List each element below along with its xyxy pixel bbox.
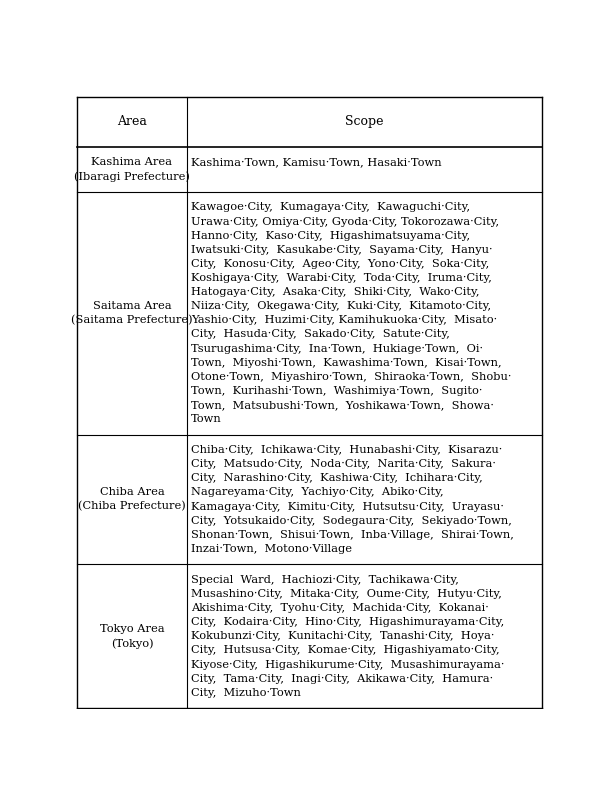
Text: Iwatsuki·City,  Kasukabe·City,  Sayama·City,  Hanyu·: Iwatsuki·City, Kasukabe·City, Sayama·Cit… [191, 245, 493, 255]
Text: (Ibaragi Prefecture): (Ibaragi Prefecture) [74, 171, 190, 182]
Text: Kamagaya·City,  Kimitu·City,  Hutsutsu·City,  Urayasu·: Kamagaya·City, Kimitu·City, Hutsutsu·Cit… [191, 501, 504, 512]
Text: Tsurugashima·City,  Ina·Town,  Hukiage·Town,  Oi·: Tsurugashima·City, Ina·Town, Hukiage·Tow… [191, 344, 483, 354]
Text: Town,  Matsubushi·Town,  Yoshikawa·Town,  Showa·: Town, Matsubushi·Town, Yoshikawa·Town, S… [191, 400, 494, 410]
Text: City,  Konosu·City,  Ageo·City,  Yono·City,  Soka·City,: City, Konosu·City, Ageo·City, Yono·City,… [191, 259, 489, 269]
Text: City,  Matsudo·City,  Noda·City,  Narita·City,  Sakura·: City, Matsudo·City, Noda·City, Narita·Ci… [191, 459, 496, 469]
Text: (Saitama Prefecture): (Saitama Prefecture) [71, 316, 193, 325]
Text: Special  Ward,  Hachiozi·City,  Tachikawa·City,: Special Ward, Hachiozi·City, Tachikawa·C… [191, 575, 459, 585]
Text: Kawagoe·City,  Kumagaya·City,  Kawaguchi·City,: Kawagoe·City, Kumagaya·City, Kawaguchi·C… [191, 202, 471, 213]
Text: Chiba Area: Chiba Area [100, 488, 164, 497]
Text: City,  Tama·City,  Inagi·City,  Akikawa·City,  Hamura·: City, Tama·City, Inagi·City, Akikawa·Cit… [191, 673, 493, 684]
Text: Town,  Miyoshi·Town,  Kawashima·Town,  Kisai·Town,: Town, Miyoshi·Town, Kawashima·Town, Kisa… [191, 358, 502, 367]
Text: Kiyose·City,  Higashikurume·City,  Musashimurayama·: Kiyose·City, Higashikurume·City, Musashi… [191, 659, 505, 669]
Text: Kashima Area: Kashima Area [91, 158, 173, 167]
Text: (Tokyo): (Tokyo) [111, 638, 153, 649]
Text: Musashino·City,  Mitaka·City,  Oume·City,  Hutyu·City,: Musashino·City, Mitaka·City, Oume·City, … [191, 589, 502, 599]
Text: Urawa·City, Omiya·City, Gyoda·City, Tokorozawa·City,: Urawa·City, Omiya·City, Gyoda·City, Toko… [191, 217, 500, 226]
Text: Kashima·Town, Kamisu·Town, Hasaki·Town: Kashima·Town, Kamisu·Town, Hasaki·Town [191, 158, 442, 167]
Text: City,  Hutsusa·City,  Komae·City,  Higashiyamato·City,: City, Hutsusa·City, Komae·City, Higashiy… [191, 646, 500, 655]
Text: Otone·Town,  Miyashiro·Town,  Shiraoka·Town,  Shobu·: Otone·Town, Miyashiro·Town, Shiraoka·Tow… [191, 372, 512, 382]
Text: City,  Kodaira·City,  Hino·City,  Higashimurayama·City,: City, Kodaira·City, Hino·City, Higashimu… [191, 617, 504, 627]
Text: Koshigaya·City,  Warabi·City,  Toda·City,  Iruma·City,: Koshigaya·City, Warabi·City, Toda·City, … [191, 273, 492, 283]
Text: Town,  Kurihashi·Town,  Washimiya·Town,  Sugito·: Town, Kurihashi·Town, Washimiya·Town, Su… [191, 386, 483, 396]
Text: Chiba·City,  Ichikawa·City,  Hunabashi·City,  Kisarazu·: Chiba·City, Ichikawa·City, Hunabashi·Cit… [191, 445, 503, 455]
Text: City,  Yotsukaido·City,  Sodegaura·City,  Sekiyado·Town,: City, Yotsukaido·City, Sodegaura·City, S… [191, 516, 512, 526]
Text: (Chiba Prefecture): (Chiba Prefecture) [78, 501, 186, 512]
Text: Hatogaya·City,  Asaka·City,  Shiki·City,  Wako·City,: Hatogaya·City, Asaka·City, Shiki·City, W… [191, 287, 480, 297]
Text: Tokyo Area: Tokyo Area [100, 624, 164, 634]
Text: City,  Mizuho·Town: City, Mizuho·Town [191, 688, 301, 697]
Text: Scope: Scope [345, 116, 384, 128]
Text: Nagareyama·City,  Yachiyo·City,  Abiko·City,: Nagareyama·City, Yachiyo·City, Abiko·Cit… [191, 488, 444, 497]
Text: Inzai·Town,  Motono·Village: Inzai·Town, Motono·Village [191, 544, 352, 554]
Text: Saitama Area: Saitama Area [92, 301, 172, 312]
Text: Town: Town [191, 414, 222, 424]
Text: Akishima·City,  Tyohu·City,  Machida·City,  Kokanai·: Akishima·City, Tyohu·City, Machida·City,… [191, 603, 489, 613]
Text: Yashio·City,  Huzimi·City, Kamihukuoka·City,  Misato·: Yashio·City, Huzimi·City, Kamihukuoka·Ci… [191, 316, 498, 325]
Text: Hanno·City,  Kaso·City,  Higashimatsuyama·City,: Hanno·City, Kaso·City, Higashimatsuyama·… [191, 230, 471, 241]
Text: Kokubunzi·City,  Kunitachi·City,  Tanashi·City,  Hoya·: Kokubunzi·City, Kunitachi·City, Tanashi·… [191, 631, 495, 642]
Text: Shonan·Town,  Shisui·Town,  Inba·Village,  Shirai·Town,: Shonan·Town, Shisui·Town, Inba·Village, … [191, 530, 514, 540]
Text: Area: Area [117, 116, 147, 128]
Text: City,  Hasuda·City,  Sakado·City,  Satute·City,: City, Hasuda·City, Sakado·City, Satute·C… [191, 329, 450, 340]
Text: Niiza·City,  Okegawa·City,  Kuki·City,  Kitamoto·City,: Niiza·City, Okegawa·City, Kuki·City, Kit… [191, 301, 491, 312]
Text: City,  Narashino·City,  Kashiwa·City,  Ichihara·City,: City, Narashino·City, Kashiwa·City, Ichi… [191, 473, 483, 483]
